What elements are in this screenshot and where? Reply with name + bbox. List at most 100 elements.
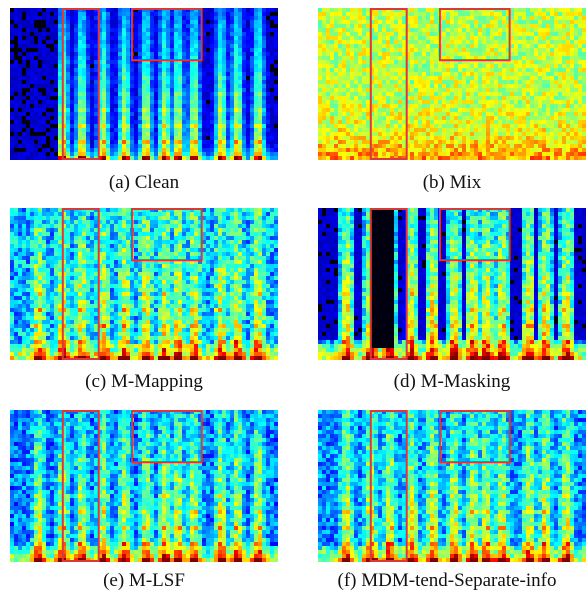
- spectrogram-cell: [406, 144, 410, 148]
- spectrogram-cell: [34, 40, 38, 44]
- spectrogram-cell: [134, 120, 138, 124]
- spectrogram-cell: [182, 132, 186, 136]
- spectrogram-cell: [422, 88, 426, 92]
- spectrogram-cell: [118, 136, 122, 140]
- spectrogram-cell: [162, 64, 166, 68]
- spectrogram-cell: [534, 20, 538, 24]
- spectrogram-cell: [318, 32, 322, 36]
- spectrogram-cell: [554, 68, 558, 72]
- spectrogram-cell: [14, 64, 18, 68]
- spectrogram-cell: [138, 156, 142, 160]
- spectrogram-cell: [110, 140, 114, 144]
- spectrogram-cell: [202, 108, 206, 112]
- spectrogram-cell: [430, 148, 434, 152]
- spectrogram-cell: [482, 156, 486, 160]
- spectrogram-cell: [462, 128, 466, 132]
- spectrogram-cell: [222, 16, 226, 20]
- spectrogram-cell: [126, 52, 130, 56]
- spectrogram-cell: [78, 72, 82, 76]
- spectrogram-cell: [134, 108, 138, 112]
- spectrogram-cell: [130, 100, 134, 104]
- spectrogram-cell: [110, 76, 114, 80]
- spectrogram-cell: [230, 12, 234, 16]
- spectrogram-cell: [26, 76, 30, 80]
- spectrogram-cell: [110, 124, 114, 128]
- spectrogram-cell: [534, 24, 538, 28]
- spectrogram-cell: [346, 40, 350, 44]
- spectrogram-cell: [58, 60, 62, 64]
- spectrogram-cell: [122, 132, 126, 136]
- spectrogram-cell: [470, 92, 474, 96]
- spectrogram-cell: [26, 32, 30, 36]
- spectrogram-cell: [142, 16, 146, 20]
- spectrogram-cell: [30, 144, 34, 148]
- spectrogram-cell: [414, 72, 418, 76]
- spectrogram-cell: [358, 36, 362, 40]
- spectrogram-cell: [182, 128, 186, 132]
- spectrogram-cell: [490, 100, 494, 104]
- spectrogram-cell: [190, 104, 194, 108]
- spectrogram-cell: [554, 56, 558, 60]
- spectrogram-cell: [334, 88, 338, 92]
- spectrogram-cell: [450, 12, 454, 16]
- spectrogram-cell: [238, 124, 242, 128]
- spectrogram-cell: [22, 112, 26, 116]
- spectrogram-cell: [446, 152, 450, 156]
- spectrogram-cell: [166, 152, 170, 156]
- spectrogram-cell: [14, 72, 18, 76]
- spectrogram-cell: [10, 20, 14, 24]
- spectrogram-cell: [230, 132, 234, 136]
- spectrogram-cell: [86, 72, 90, 76]
- spectrogram-cell: [14, 132, 18, 136]
- spectrogram-cell: [238, 84, 242, 88]
- spectrogram-cell: [506, 24, 510, 28]
- spectrogram-cell: [138, 68, 142, 72]
- spectrogram-cell: [510, 36, 514, 40]
- spectrogram-cell: [270, 52, 274, 56]
- spectrogram-cell: [206, 32, 210, 36]
- spectrogram-cell: [526, 92, 530, 96]
- spectrogram-cell: [510, 20, 514, 24]
- spectrogram-cell: [74, 60, 78, 64]
- spectrogram-cell: [330, 140, 334, 144]
- spectrogram-cell: [26, 128, 30, 132]
- spectrogram-cell: [70, 84, 74, 88]
- spectrogram-cell: [14, 8, 18, 12]
- spectrogram-cell: [474, 108, 478, 112]
- spectrogram-cell: [194, 128, 198, 132]
- spectrogram-cell: [346, 128, 350, 132]
- spectrogram-cell: [518, 52, 522, 56]
- spectrogram-cell: [462, 92, 466, 96]
- spectrogram-cell: [234, 44, 238, 48]
- spectrogram-cell: [82, 72, 86, 76]
- spectrogram-cell: [46, 132, 50, 136]
- spectrogram-cell: [122, 72, 126, 76]
- spectrogram-cell: [46, 12, 50, 16]
- spectrogram-cell: [430, 112, 434, 116]
- spectrogram-cell: [146, 88, 150, 92]
- spectrogram-cell: [26, 152, 30, 156]
- spectrogram-cell: [150, 60, 154, 64]
- spectrogram-cell: [430, 60, 434, 64]
- spectrogram-cell: [266, 76, 270, 80]
- spectrogram-cell: [78, 24, 82, 28]
- spectrogram-cell: [22, 48, 26, 52]
- spectrogram-cell: [158, 64, 162, 68]
- spectrogram-cell: [414, 32, 418, 36]
- spectrogram-cell: [102, 36, 106, 40]
- spectrogram-cell: [226, 60, 230, 64]
- spectrogram-cell: [346, 140, 350, 144]
- spectrogram-cell: [50, 88, 54, 92]
- spectrogram-cell: [438, 92, 442, 96]
- spectrogram-cell: [526, 128, 530, 132]
- spectrogram-cell: [526, 48, 530, 52]
- spectrogram-cell: [82, 24, 86, 28]
- spectrogram-cell: [526, 88, 530, 92]
- spectrogram-cell: [126, 32, 130, 36]
- spectrogram-cell: [222, 56, 226, 60]
- spectrogram-cell: [162, 52, 166, 56]
- spectrogram-cell: [78, 12, 82, 16]
- spectrogram-cell: [474, 12, 478, 16]
- spectrogram-cell: [450, 104, 454, 108]
- spectrogram-cell: [86, 24, 90, 28]
